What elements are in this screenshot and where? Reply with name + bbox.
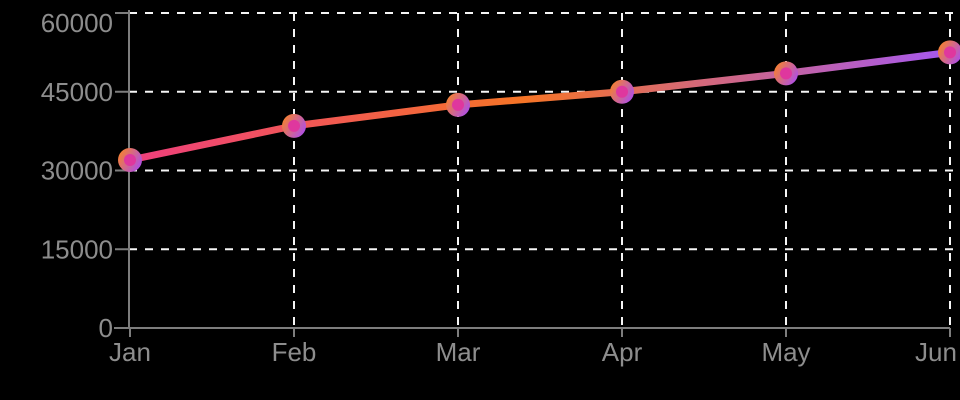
y-tick-label: 30000: [41, 156, 113, 186]
y-tick-label: 60000: [41, 8, 113, 38]
x-tick-label: Jan: [109, 337, 151, 367]
y-tick-label: 45000: [41, 77, 113, 107]
data-point-center: [944, 46, 956, 59]
x-tick-label: May: [761, 337, 810, 367]
x-tick-label: Mar: [436, 337, 481, 367]
x-tick-label: Apr: [602, 337, 643, 367]
data-point-center: [288, 119, 300, 132]
y-tick-label: 0: [99, 313, 113, 343]
data-point-center: [124, 154, 136, 166]
data-point-center: [780, 67, 792, 80]
y-tick-label: 15000: [41, 234, 113, 264]
data-line: [126, 48, 954, 164]
x-tick-label: Jun: [915, 337, 957, 367]
data-point-center: [452, 98, 464, 111]
x-tick-label: Feb: [272, 337, 317, 367]
data-point-center: [616, 85, 628, 98]
